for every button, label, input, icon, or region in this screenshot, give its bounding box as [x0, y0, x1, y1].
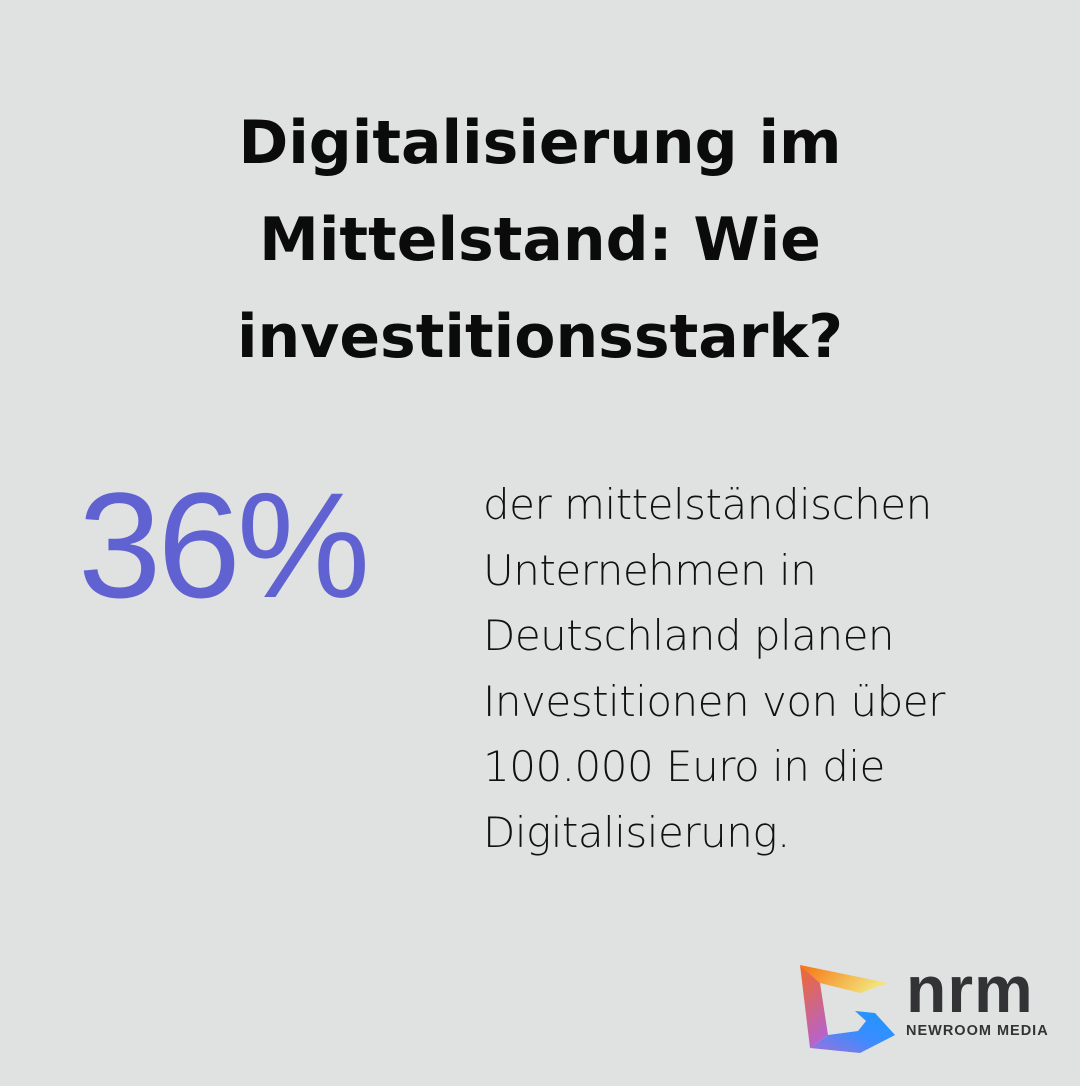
- stat-value: 36%: [78, 461, 370, 629]
- nrm-logo-icon: [800, 965, 895, 1053]
- description-line: Investitionen von über: [483, 676, 945, 726]
- description-line: Deutschland planen: [483, 611, 895, 660]
- logo-subtitle: NEWROOM MEDIA: [906, 1023, 1049, 1039]
- description-line: Unternehmen in: [483, 545, 817, 595]
- page-title: Digitalisierung im Mittelstand: Wie inve…: [0, 95, 1080, 386]
- description-line: 100.000 Euro in die: [483, 742, 885, 791]
- logo-wordmark: nrm: [906, 952, 1034, 1026]
- stat-description: der mittelständischen Unternehmen in Deu…: [483, 472, 1043, 865]
- description-line: der mittelständischen: [483, 480, 932, 529]
- title-line: investitionsstark?: [236, 302, 844, 372]
- title-line: Mittelstand: Wie: [259, 205, 821, 275]
- description-line: Digitalisierung.: [483, 807, 790, 857]
- title-line: Digitalisierung im: [238, 108, 842, 178]
- brand-logo: nrm NEWROOM MEDIA: [798, 952, 1049, 1053]
